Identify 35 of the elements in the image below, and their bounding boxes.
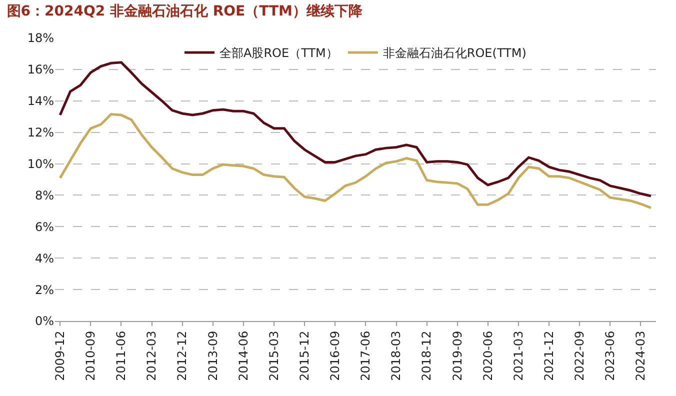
- x-tick-label: 2021-12: [542, 330, 556, 381]
- x-tick-label: 2015-12: [297, 330, 312, 381]
- x-tick-label: 2011-06: [114, 330, 128, 381]
- y-tick-label: 2%: [34, 282, 54, 297]
- line-series: [58, 113, 652, 210]
- line-series: [58, 61, 652, 198]
- y-tick-label: 10%: [27, 156, 54, 171]
- legend-label: 全部A股ROE（TTM）: [220, 46, 338, 60]
- y-tick-label: 0%: [34, 314, 54, 328]
- y-tick-label: 12%: [27, 126, 54, 140]
- x-tick-label: 2021-03: [511, 330, 526, 381]
- x-tick-label: 2018-03: [389, 330, 404, 381]
- x-tick-label: 2016-09: [328, 330, 342, 381]
- x-tick-label: 2009-12: [52, 330, 67, 381]
- y-tick-label: 8%: [34, 188, 54, 202]
- chart-title: 图6：2024Q2 非金融石油石化 ROE（TTM）继续下降: [6, 4, 364, 20]
- x-tick-label: 2012-12: [175, 330, 190, 381]
- x-tick-label: 2020-06: [480, 330, 495, 381]
- y-tick-label: 14%: [27, 94, 54, 108]
- x-tick-label: 2010-09: [84, 330, 98, 381]
- x-tick-label: 2024-03: [634, 330, 648, 381]
- x-tick-label: 2019-09: [450, 330, 464, 381]
- x-tick-label: 2023-06: [603, 330, 618, 381]
- y-tick-label: 16%: [27, 62, 54, 77]
- legend-label: 非金融石油石化ROE(TTM): [382, 46, 526, 60]
- x-tick-label: 2014-06: [236, 330, 250, 381]
- y-tick-label: 4%: [34, 251, 54, 266]
- y-tick-label: 18%: [27, 31, 54, 46]
- x-tick-label: 2015-03: [266, 330, 281, 381]
- y-tick-label: 6%: [34, 220, 54, 234]
- x-tick-label: 2013-09: [206, 330, 220, 381]
- x-tick-label: 2017-06: [358, 330, 373, 381]
- x-tick-label: 2018-12: [420, 330, 434, 381]
- x-tick-label: 2012-03: [144, 330, 159, 381]
- x-tick-label: 2022-09: [572, 330, 586, 381]
